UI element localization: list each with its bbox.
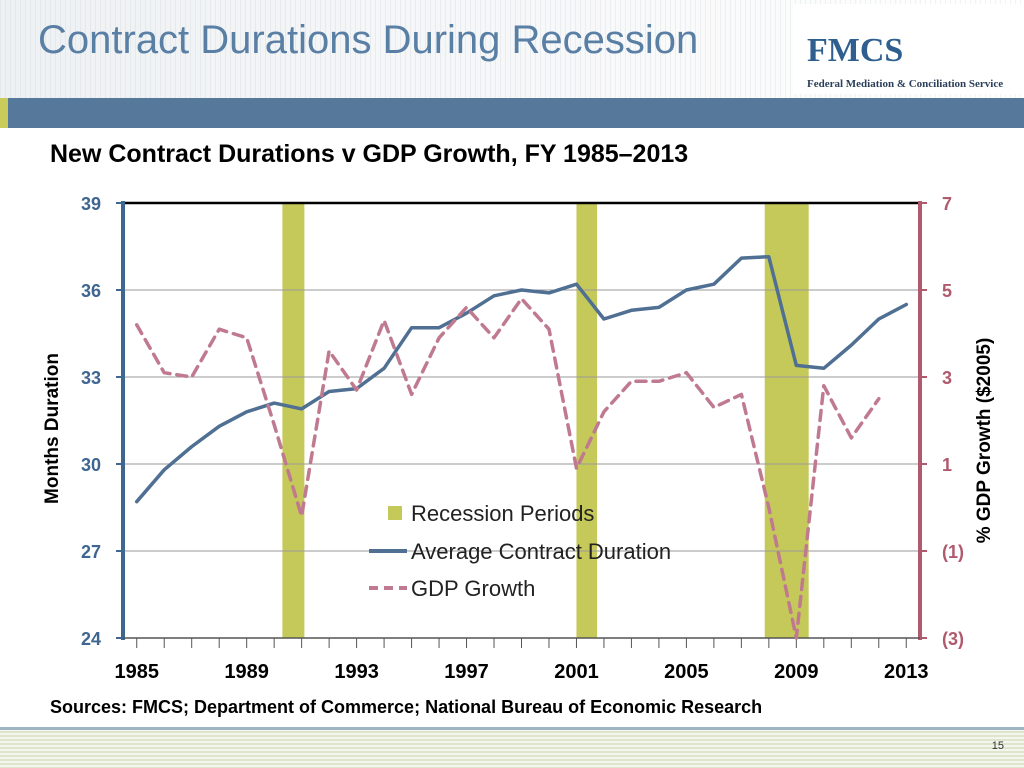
footer-line [0, 727, 1024, 730]
x-tick-label: 2013 [884, 661, 929, 683]
page-number: 15 [991, 740, 1004, 752]
legend-label: Recession Periods [411, 501, 594, 526]
title-rule [0, 98, 1024, 128]
y2-tick-label: 1 [942, 455, 952, 475]
gdp-growth-line [134, 296, 881, 640]
footer-band [0, 727, 1024, 768]
contract-duration-line [134, 254, 909, 504]
legend-label: Average Contract Duration [411, 539, 671, 564]
x-tick-label: 1985 [114, 661, 159, 683]
y2-tick-label: 5 [942, 281, 952, 301]
y-tick-label: 39 [81, 194, 101, 214]
legend-label: GDP Growth [411, 576, 535, 601]
title-rule-accent [0, 98, 8, 128]
recession-bar [282, 203, 305, 638]
x-tick-label: 2001 [554, 661, 599, 683]
y-tick-label: 33 [81, 368, 101, 388]
chart-title: New Contract Durations v GDP Growth, FY … [50, 140, 689, 168]
y-tick-label: 24 [81, 629, 101, 649]
y2-axis-title: % GDP Growth ($2005) [974, 338, 995, 544]
y-tick-label: 27 [81, 542, 101, 562]
x-tick-label: 1997 [444, 661, 489, 683]
legend-swatch-recession [388, 506, 402, 520]
fmcs-logo: FMCS Federal Mediation & Conciliation Se… [793, 4, 1022, 94]
y2-tick-label: (3) [942, 629, 964, 649]
recession-bar [576, 203, 598, 638]
logo-mark: FMCS [807, 32, 904, 69]
y-tick-label: 36 [81, 281, 101, 301]
y2-tick-label: 7 [942, 194, 952, 214]
y-tick-label: 30 [81, 455, 101, 475]
x-tick-label: 2009 [774, 661, 819, 683]
x-tick-label: 2005 [664, 661, 709, 683]
y2-tick-label: (1) [942, 542, 964, 562]
x-tick-label: 1989 [224, 661, 269, 683]
y-axis-title: Months Duration [42, 353, 63, 504]
slide-title: Contract Durations During Recession [38, 18, 699, 62]
x-tick-label: 1993 [334, 661, 379, 683]
source-note: Sources: FMCS; Department of Commerce; N… [50, 697, 763, 717]
y2-tick-label: 3 [942, 368, 952, 388]
logo-subtitle: Federal Mediation & Conciliation Service [807, 78, 1004, 90]
chart: 24 27 30 33 36 39 (3) (1) 1 3 5 7 1985 1989 1993 1997 20… [42, 194, 995, 683]
